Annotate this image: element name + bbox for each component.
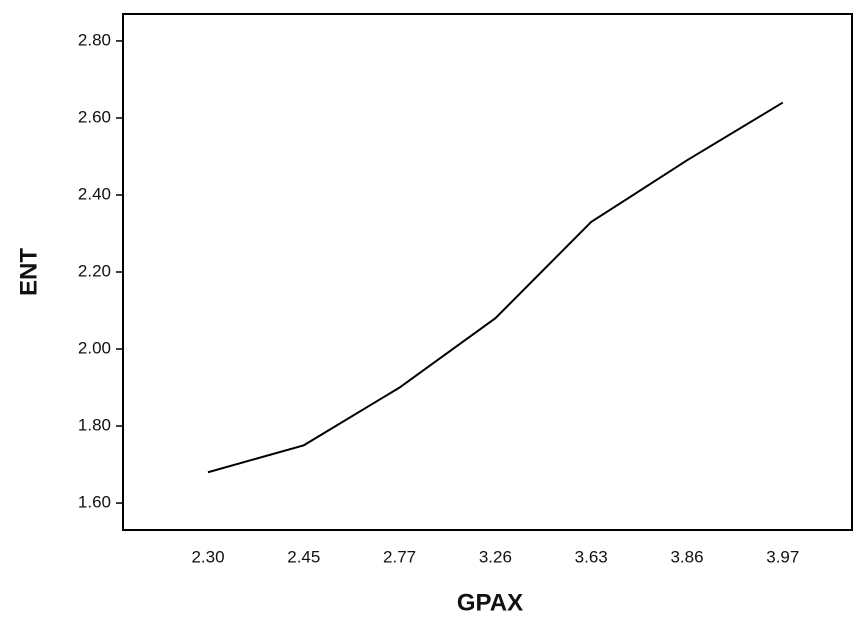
x-tick-label: 3.97 (766, 547, 799, 566)
x-tick-label: 3.86 (670, 547, 703, 566)
x-tick-label: 2.30 (191, 547, 224, 566)
y-tick-label: 1.60 (78, 493, 111, 512)
y-tick-label: 2.80 (78, 30, 111, 49)
x-tick-label: 3.26 (479, 547, 512, 566)
y-tick-label: 2.60 (78, 107, 111, 126)
x-tick-label: 3.63 (575, 547, 608, 566)
y-tick-label: 2.20 (78, 261, 111, 280)
x-tick-label: 2.45 (287, 547, 320, 566)
x-tick-label: 2.77 (383, 547, 416, 566)
data-line (207, 101, 784, 474)
plot-frame (122, 13, 853, 531)
y-tick-label: 2.00 (78, 338, 111, 357)
x-axis-title: GPAX (457, 589, 523, 616)
y-axis-title: ENT (15, 248, 42, 296)
y-tick-label: 1.80 (78, 416, 111, 435)
y-tick-label: 2.40 (78, 184, 111, 203)
